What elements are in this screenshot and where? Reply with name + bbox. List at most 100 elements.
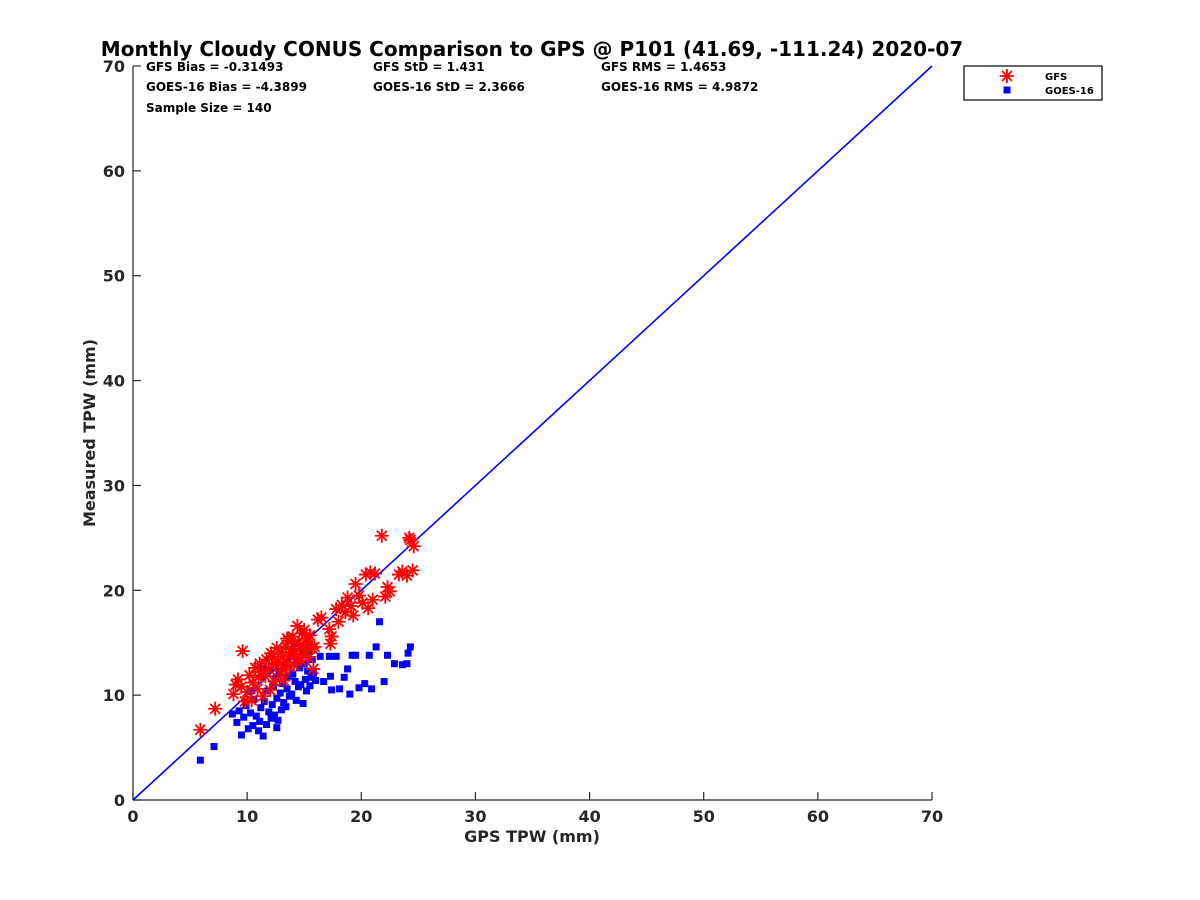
gfs-data-point: [262, 682, 277, 697]
x-tick-label: 20: [350, 807, 372, 826]
y-tick-label: 20: [103, 581, 125, 600]
axis-ticks: 0 10 20 30 40 50 60 70 0 10 20 30 40 50 60 70: [103, 57, 943, 826]
gfs-data-point: [208, 701, 223, 716]
x-axis-label: GPS TPW (mm): [464, 827, 600, 846]
stat-annotation: GFS RMS = 1.4653: [601, 60, 726, 74]
gfs-data-point: [259, 652, 274, 667]
legend-goes-16-marker: [1003, 86, 1011, 94]
goes-16-data-point: [325, 652, 333, 660]
gfs-data-point: [346, 608, 361, 623]
x-tick-label: 60: [807, 807, 829, 826]
goes-16-data-point: [280, 698, 288, 706]
goes-16-data-point: [301, 675, 309, 683]
gfs-data-point: [277, 662, 292, 677]
stat-annotation: GOES-16 RMS = 4.9872: [601, 80, 758, 94]
stat-annotation: GOES-16 StD = 2.3666: [373, 80, 525, 94]
goes-16-data-point: [299, 700, 307, 708]
gfs-data-point: [226, 687, 241, 702]
gfs-data-point: [329, 602, 344, 617]
gfs-data-point: [237, 694, 252, 709]
goes-16-data-point: [210, 743, 218, 751]
x-tick-label: 50: [693, 807, 715, 826]
goes-16-data-point: [263, 721, 271, 729]
goes-16-data-point: [328, 686, 336, 694]
goes-16-data-point: [326, 672, 334, 680]
goes-16-data-point: [244, 725, 252, 733]
x-tick-label: 70: [921, 807, 943, 826]
gfs-data-point: [251, 670, 266, 685]
gfs-data-point: [286, 657, 301, 672]
gfs-data-point: [235, 644, 250, 659]
gfs-data-point: [338, 605, 353, 620]
gfs-data-point: [380, 580, 395, 595]
goes-16-data-point: [406, 643, 414, 651]
goes-16-data-point: [390, 660, 398, 668]
gfs-data-point: [348, 576, 363, 591]
goes-16-data-point: [384, 651, 392, 659]
goes-16-data-point: [292, 696, 300, 704]
gfs-data-point: [361, 601, 376, 616]
goes-16-data-point: [306, 682, 314, 690]
goes-16-data-point: [277, 706, 285, 714]
goes-16-data-point: [288, 690, 296, 698]
gfs-data-point: [242, 668, 257, 683]
goes-16-data-point: [291, 678, 299, 686]
y-tick-label: 0: [114, 791, 125, 810]
goes-16-data-point: [282, 703, 290, 711]
gfs-data-point: [314, 610, 329, 625]
goes-16-data-point: [273, 694, 281, 702]
gfs-data-point: [265, 650, 280, 665]
gfs-data-point: [324, 629, 339, 644]
legend: GFS GOES-16: [963, 65, 1103, 101]
gfs-data-point: [403, 532, 418, 547]
gfs-data-point: [252, 656, 267, 671]
goes-16-data-point: [316, 652, 324, 660]
gfs-data-point: [344, 599, 359, 614]
gfs-data-point: [352, 588, 367, 603]
goes-16-data-point: [235, 707, 243, 715]
gfs-data-point: [240, 684, 255, 699]
legend-label: GOES-16: [1045, 86, 1094, 97]
y-tick-label: 30: [103, 476, 125, 495]
chart-title: Monthly Cloudy CONUS Comparison to GPS @…: [101, 37, 963, 61]
gfs-data-point: [399, 568, 414, 583]
gfs-data-point: [244, 693, 259, 708]
goes-16-data-point: [355, 684, 363, 692]
statistics-annotations: GFS Bias = -0.31493 GFS StD = 1.431 GFS RM…: [146, 60, 758, 115]
gfs-data-point: [374, 528, 389, 543]
goes-16-data-point: [340, 673, 348, 681]
x-tick-label: 40: [578, 807, 600, 826]
goes-16-data-point: [265, 708, 273, 716]
gfs-data-point: [310, 612, 325, 627]
stat-annotation: GFS Bias = -0.31493: [146, 60, 283, 74]
goes-16-data-point: [320, 678, 328, 686]
goes-16-data-point: [344, 665, 352, 673]
goes-16-data-point: [346, 690, 354, 698]
goes-16-data-point: [240, 713, 248, 721]
gfs-data-point: [267, 674, 282, 689]
x-tick-label: 10: [236, 807, 258, 826]
gfs-data-point: [258, 669, 273, 684]
legend-label: GFS: [1045, 72, 1067, 83]
gfs-data-point: [278, 639, 293, 654]
goes-16-data-point: [259, 732, 267, 740]
goes-16-data-point: [332, 652, 340, 660]
goes-16-data-point: [376, 618, 384, 626]
goes-16-data-point: [336, 685, 344, 693]
y-tick-label: 70: [103, 57, 125, 76]
gfs-data-point: [334, 597, 349, 612]
goes-16-data-point: [233, 718, 241, 726]
gfs-data-point: [293, 653, 308, 668]
gfs-data-point: [231, 672, 246, 687]
gfs-data-point: [363, 565, 378, 580]
gfs-data-point: [228, 677, 243, 692]
goes-16-data-point: [252, 712, 260, 720]
gfs-data-point: [280, 631, 295, 646]
gfs-data-point: [291, 635, 306, 650]
goes-16-data-point: [228, 710, 236, 718]
goes-16-data-point: [352, 651, 360, 659]
gfs-data-point: [285, 629, 300, 644]
gfs-data-point: [306, 661, 321, 676]
goes-16-data-point: [257, 704, 265, 712]
goes-16-data-point: [404, 649, 412, 657]
